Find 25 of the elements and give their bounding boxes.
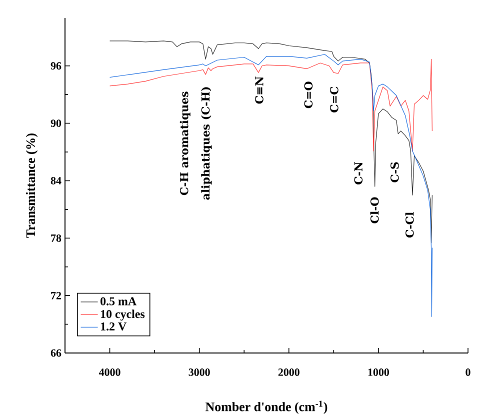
annotation: C=O	[304, 82, 313, 108]
legend-label: 1.2 V	[101, 322, 126, 331]
annotation: C=C	[330, 86, 338, 112]
x-tick-label: 1000	[368, 368, 389, 376]
annotation: C-S	[390, 162, 399, 182]
y-tick-label: 78	[51, 234, 62, 242]
y-tick-label: 66	[50, 349, 62, 357]
y-tick-label: 72	[51, 292, 61, 300]
annotation: C-Cl	[405, 212, 414, 238]
y-tick-label: 90	[50, 120, 62, 127]
annotation: C-N	[354, 162, 363, 184]
annotation: C-H aromatiques	[180, 92, 190, 196]
y-tick-label: 96	[50, 62, 62, 70]
y-axis-title: Transmittance (%)	[26, 133, 38, 238]
x-tick-label: 4000	[98, 368, 120, 376]
x-tick-label: 3000	[188, 368, 210, 376]
x-tick-label: 0	[466, 368, 470, 376]
x-axis-title: Nomber d'onde (cm$^{-1}$)	[206, 400, 328, 414]
legend-label: 10 cycles	[101, 310, 145, 321]
annotation: C≡N	[255, 76, 264, 104]
annotation: Cl-O	[370, 197, 379, 224]
y-tick-label: 84	[50, 177, 62, 184]
annotation: aliphatiques (C-H)	[201, 87, 212, 200]
legend-label: 0.5 mA	[100, 297, 136, 306]
x-tick-label: 2000	[278, 368, 300, 376]
